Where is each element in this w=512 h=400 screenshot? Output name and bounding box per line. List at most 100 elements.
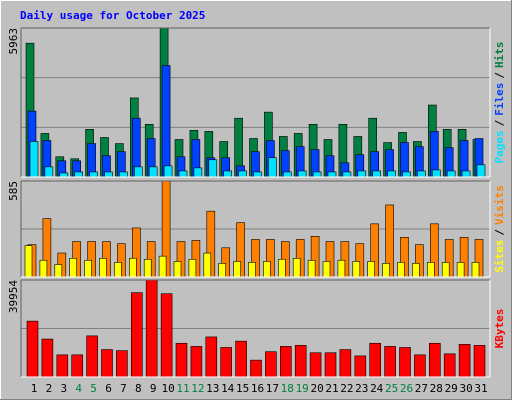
bar xyxy=(476,164,486,178)
x-tick-label: 22 xyxy=(340,382,353,395)
x-tick-label: 27 xyxy=(415,382,428,395)
bar xyxy=(163,165,173,178)
x-tick-label: 25 xyxy=(385,382,398,395)
bar xyxy=(322,261,331,278)
bar xyxy=(101,349,113,378)
bar xyxy=(382,263,390,278)
x-tick-label: 9 xyxy=(150,382,157,395)
bar xyxy=(339,349,352,378)
y-tick-label: 585 xyxy=(7,181,20,201)
x-tick-label: 6 xyxy=(105,382,112,395)
bar xyxy=(253,171,262,178)
x-tick-label: 17 xyxy=(266,382,279,395)
x-tick-label: 12 xyxy=(191,382,204,395)
bar xyxy=(161,65,171,178)
y-tick-label: 5963 xyxy=(7,28,20,55)
bar xyxy=(71,354,83,378)
x-tick-label: 16 xyxy=(251,382,264,395)
bar xyxy=(354,355,367,378)
x-tick-label: 29 xyxy=(445,382,458,395)
bar xyxy=(235,340,247,378)
bar xyxy=(473,345,486,378)
bar xyxy=(205,336,218,378)
bar xyxy=(399,347,411,378)
bar xyxy=(387,170,396,178)
bar xyxy=(367,261,376,278)
bar xyxy=(417,170,426,178)
legend: Pages / Files / Hits xyxy=(493,42,506,164)
x-tick-label: 13 xyxy=(206,382,219,395)
bar xyxy=(309,352,322,378)
bar xyxy=(158,255,167,278)
x-tick-label: 21 xyxy=(325,382,338,395)
bar xyxy=(74,171,83,178)
bar xyxy=(431,169,441,178)
bar xyxy=(263,261,271,278)
bar xyxy=(337,259,346,278)
legend-entry: Files xyxy=(493,83,506,116)
bar xyxy=(294,345,307,378)
bar xyxy=(441,262,450,278)
x-tick-label: 5 xyxy=(90,382,97,395)
bar xyxy=(412,263,420,278)
x-tick-label: 23 xyxy=(355,382,368,395)
bar xyxy=(357,170,367,178)
legend-entry: KBytes xyxy=(493,309,506,349)
bar xyxy=(307,259,316,278)
bar xyxy=(223,170,232,178)
bar xyxy=(248,262,256,278)
bar xyxy=(190,346,203,378)
bar xyxy=(282,171,292,178)
bar xyxy=(208,159,218,178)
bar xyxy=(160,293,173,378)
bar xyxy=(145,279,158,378)
bar xyxy=(402,171,411,178)
bar xyxy=(461,170,471,178)
x-tick-label: 26 xyxy=(400,382,413,395)
bar xyxy=(56,354,69,378)
bar xyxy=(342,171,352,178)
legend-entry: Hits xyxy=(493,42,506,69)
bar xyxy=(59,172,69,178)
x-tick-label: 8 xyxy=(135,382,142,395)
bar xyxy=(86,335,98,378)
bar xyxy=(233,261,241,278)
bar xyxy=(414,354,426,378)
bar xyxy=(104,171,113,178)
x-tick-label: 31 xyxy=(474,382,487,395)
bar xyxy=(114,262,122,278)
bar xyxy=(397,262,405,278)
bar xyxy=(218,263,226,278)
bar xyxy=(426,262,435,278)
bar xyxy=(173,261,182,278)
bar xyxy=(292,257,301,278)
bar xyxy=(265,351,277,378)
bar xyxy=(250,359,262,378)
x-tick-label: 4 xyxy=(75,382,82,395)
x-tick-label: 7 xyxy=(120,382,127,395)
bar xyxy=(116,350,128,378)
bar xyxy=(324,352,337,378)
x-tick-label: 20 xyxy=(310,382,323,395)
bar xyxy=(327,171,337,178)
x-tick-label: 19 xyxy=(296,382,309,395)
legend-entry: Sites xyxy=(493,240,506,273)
legend: Sites / Visits xyxy=(493,185,506,273)
x-tick-label: 1 xyxy=(31,382,38,395)
legend: KBytes xyxy=(493,309,506,349)
bar xyxy=(175,342,188,378)
bar xyxy=(279,346,292,378)
x-tick-label: 14 xyxy=(221,382,235,395)
x-tick-label: 3 xyxy=(60,382,67,395)
bar xyxy=(84,259,92,278)
bar xyxy=(384,346,396,378)
bar xyxy=(148,166,158,178)
legend-entry: Pages xyxy=(493,130,506,163)
bar xyxy=(446,170,456,178)
bar xyxy=(352,261,361,278)
bar xyxy=(369,342,382,378)
legend-separator: / xyxy=(493,229,506,236)
bar xyxy=(134,166,143,178)
